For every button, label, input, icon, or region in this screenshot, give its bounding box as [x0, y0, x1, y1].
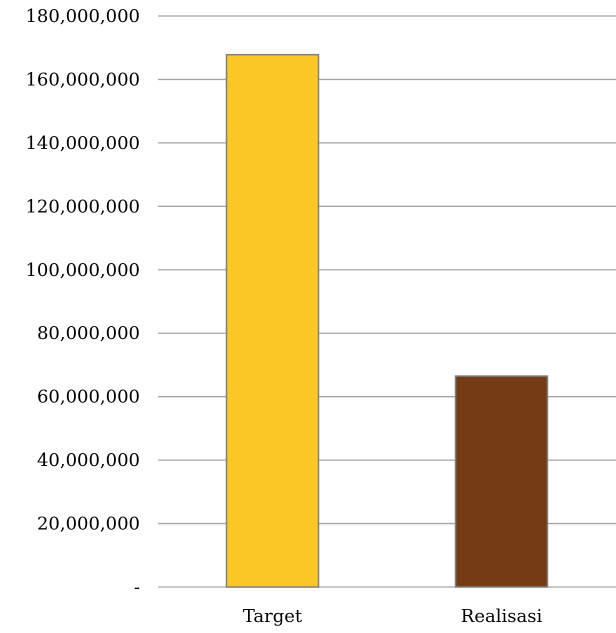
- y-tick-label: 40,000,000: [37, 450, 140, 471]
- y-tick-label: 80,000,000: [37, 323, 140, 344]
- y-tick-label: 180,000,000: [25, 6, 140, 27]
- bars: [225, 53, 549, 588]
- bar-realisasi: [454, 375, 549, 588]
- y-tick-label: 120,000,000: [25, 196, 140, 217]
- x-axis-category-labels: Target Realisasi: [243, 606, 543, 627]
- y-tick-label: 160,000,000: [25, 69, 140, 90]
- y-tick-label: 60,000,000: [37, 387, 140, 408]
- y-tick-label: 100,000,000: [25, 260, 140, 281]
- x-category-label: Realisasi: [461, 606, 543, 627]
- x-category-label: Target: [243, 606, 303, 627]
- y-tick-label: -: [134, 577, 140, 598]
- bar-target: [225, 53, 320, 588]
- y-tick-label: 20,000,000: [37, 514, 140, 535]
- y-axis-tick-labels: - 20,000,000 40,000,000 60,000,000 80,000,00…: [25, 6, 140, 598]
- y-tick-label: 140,000,000: [25, 133, 140, 154]
